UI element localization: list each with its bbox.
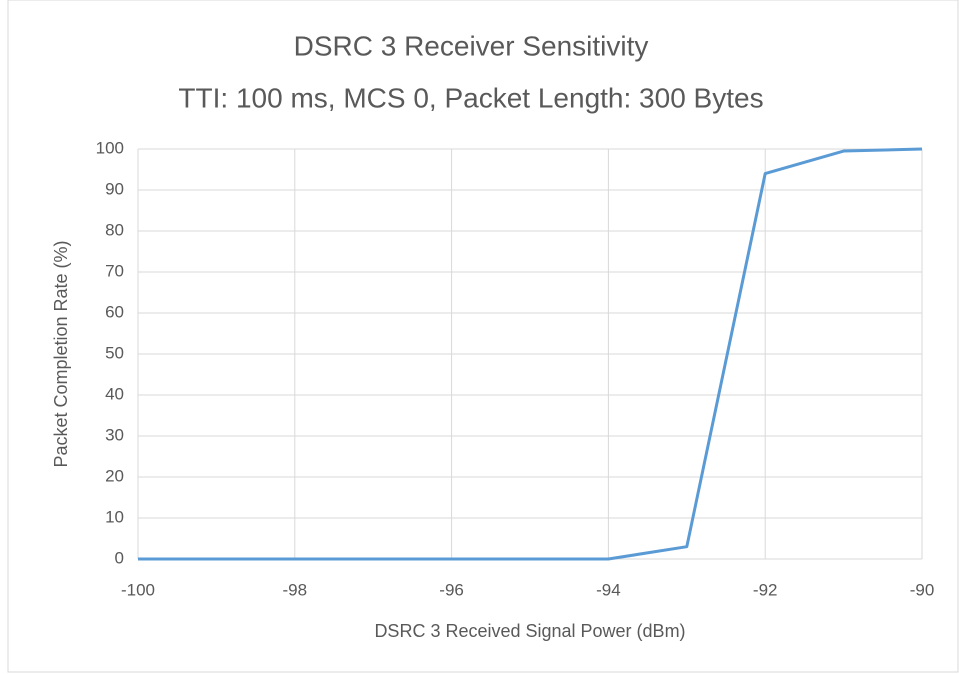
y-axis-label: Packet Completion Rate (%) (51, 240, 71, 467)
x-tick-label: -94 (596, 580, 621, 599)
x-tick-label: -90 (910, 580, 935, 599)
data-line (138, 147, 923, 561)
x-tick-label: -100 (121, 580, 155, 599)
y-tick-label: 70 (105, 261, 124, 280)
x-tick-label: -96 (439, 580, 464, 599)
x-tick-label: -92 (753, 580, 778, 599)
y-tick-label: 90 (105, 179, 124, 198)
y-tick-label: 40 (105, 384, 124, 403)
x-tick-label: -98 (283, 580, 308, 599)
y-tick-label: 30 (105, 425, 124, 444)
chart-title: DSRC 3 Receiver Sensitivity (294, 30, 649, 61)
y-tick-label: 100 (96, 138, 124, 157)
y-tick-label: 60 (105, 302, 124, 321)
x-axis-label: DSRC 3 Received Signal Power (dBm) (374, 621, 685, 641)
y-tick-label: 50 (105, 343, 124, 362)
y-tick-label: 20 (105, 466, 124, 485)
y-tick-label: 80 (105, 220, 124, 239)
y-tick-label: 0 (115, 548, 124, 567)
chart-subtitle: TTI: 100 ms, MCS 0, Packet Length: 300 B… (178, 82, 763, 113)
y-tick-label: 10 (105, 507, 124, 526)
